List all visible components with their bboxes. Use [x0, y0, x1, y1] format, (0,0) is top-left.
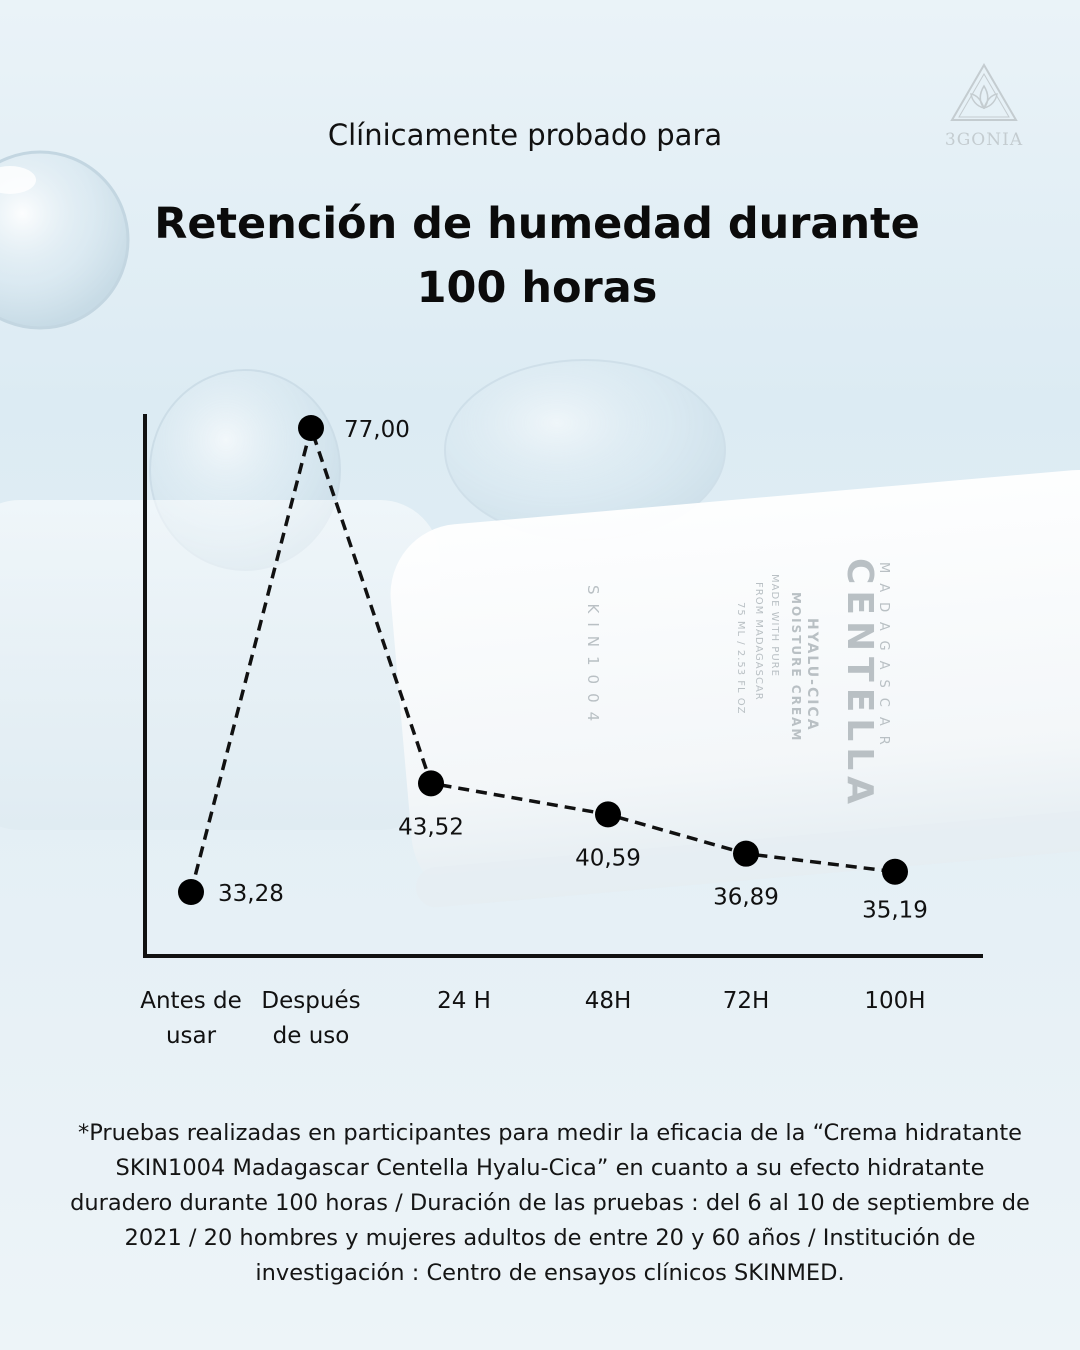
data-point [595, 801, 621, 828]
data-label: 77,00 [344, 417, 410, 443]
data-label: 33,28 [218, 881, 284, 907]
data-point [733, 840, 759, 867]
svg-text:HYALU-CICA: HYALU-CICA [804, 618, 820, 732]
svg-text:MOISTURE CREAM: MOISTURE CREAM [789, 592, 803, 742]
x-tick-labels: Antes de usar Después de uso 24 H 48H 72H 100H [140, 988, 925, 1049]
background-tube-left [0, 500, 440, 830]
svg-text:MADE WITH PURE: MADE WITH PURE [769, 574, 780, 677]
data-labels: 33,28 77,00 43,52 40,59 36,89 35,19 [218, 417, 928, 924]
svg-text:MADAGASCAR: MADAGASCAR [876, 562, 891, 755]
svg-text:CENTELLA: CENTELLA [839, 558, 880, 810]
svg-text:SKIN1004: SKIN1004 [584, 585, 602, 730]
data-label: 43,52 [398, 814, 464, 840]
x-tick-label: Antes de [140, 988, 242, 1014]
data-point [178, 879, 204, 905]
x-tick-label: 24 H [437, 988, 491, 1014]
water-bubble [0, 150, 130, 330]
chart-title: Retención de humedad durante 100 horas [0, 192, 1074, 320]
product-label: SKIN1004 MADAGASCAR CENTELLA HYALU-CICA … [584, 558, 891, 810]
data-point [882, 858, 908, 885]
data-point [298, 415, 324, 441]
data-point [418, 770, 444, 797]
study-footnote: *Pruebas realizadas en participantes par… [70, 1120, 1030, 1286]
x-tick-label: 100H [864, 988, 925, 1014]
x-tick-label: de uso [273, 1023, 350, 1049]
brand-logo: 3GONIA [936, 62, 1032, 150]
x-tick-label: Después [261, 988, 360, 1014]
triangle-lotus-logo-icon [950, 63, 1018, 121]
svg-text:FROM MADAGASCAR: FROM MADAGASCAR [753, 582, 764, 701]
chart-title-line-1: Retención de humedad durante [154, 199, 920, 249]
data-label: 35,19 [862, 898, 928, 924]
chart-subtitle: Clínicamente probado para [327, 118, 723, 152]
svg-text:75 ML / 2.53 FL OZ: 75 ML / 2.53 FL OZ [735, 602, 746, 715]
data-label: 36,89 [713, 885, 779, 911]
series-line [189, 421, 896, 893]
x-tick-label: 48H [585, 988, 632, 1014]
cream-tube [390, 469, 1080, 908]
logo-text: 3GONIA [944, 130, 1024, 150]
chart-title-line-2: 100 horas [416, 263, 658, 313]
data-label: 40,59 [575, 845, 641, 871]
x-tick-label: 72H [723, 988, 770, 1014]
data-points [178, 415, 908, 905]
x-tick-label: usar [166, 1023, 217, 1049]
